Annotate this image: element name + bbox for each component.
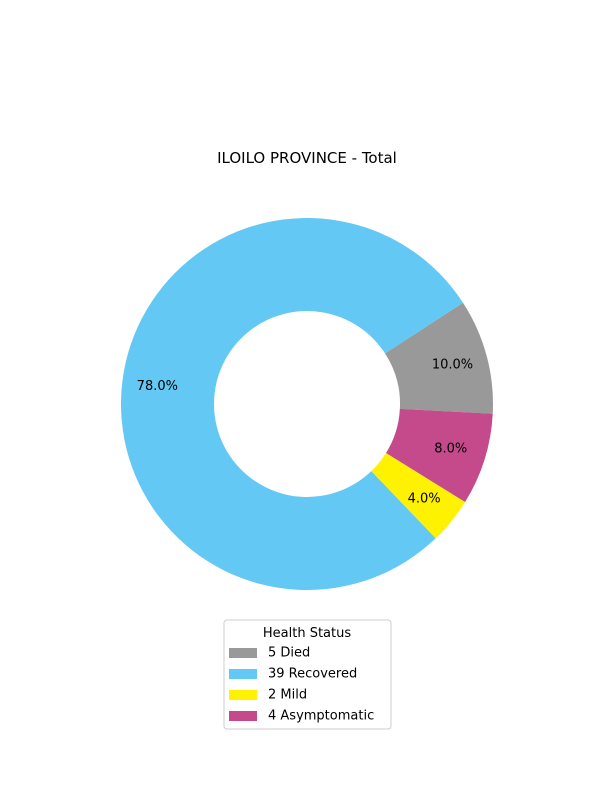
legend: Health Status 5 Died 39 Recovered 2 Mild 4 … [223,619,392,730]
legend-swatch-died [229,648,257,658]
percent-label-recovered: 78.0% [137,379,178,394]
percent-label-died: 10.0% [432,358,473,373]
wedge-recovered [121,217,463,590]
wedge-asymptomatic [386,408,493,503]
legend-frame [223,619,392,730]
percent-label-asymptomatic: 8.0% [434,442,467,457]
legend-label-asymptomatic: 4 Asymptomatic [268,709,374,724]
wedge-died [384,302,493,414]
legend-swatch-asymptomatic [229,711,257,721]
legend-label-mild: 2 Mild [268,688,307,703]
legend-label-recovered: 39 Recovered [268,667,357,682]
legend-label-died: 5 Died [268,646,310,661]
legend-swatch-recovered [229,669,257,679]
legend-title: Health Status [263,626,351,641]
wedge-mild [371,453,466,539]
legend-items: 5 Died 39 Recovered 2 Mild 4 Asymptomatic [229,646,374,724]
percent-labels: 10.0% 78.0% 4.0% 8.0% [137,358,474,507]
chart-title: ILOILO PROVINCE - Total [217,149,397,167]
donut-wedges [121,217,493,590]
percent-label-mild: 4.0% [408,491,441,506]
legend-swatch-mild [229,690,257,700]
